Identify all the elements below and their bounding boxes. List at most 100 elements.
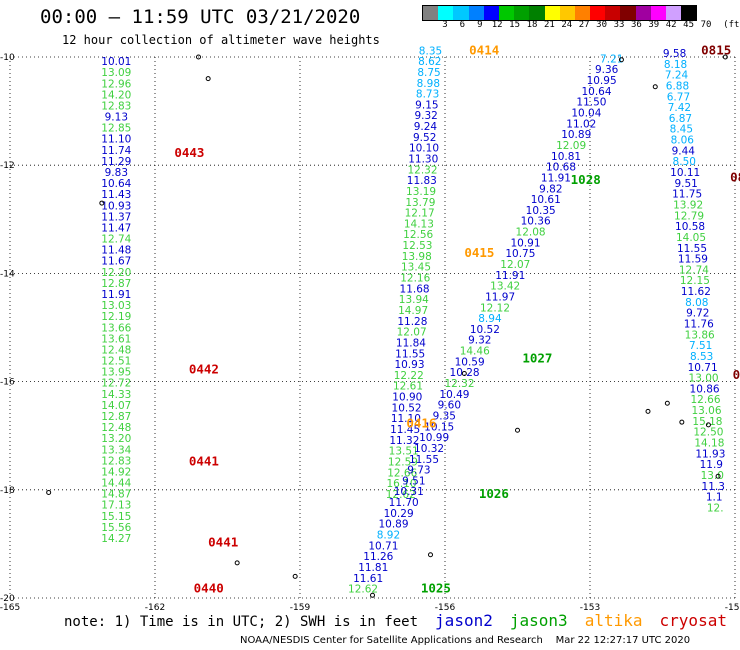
wave-height-value: 9.82: [539, 183, 562, 195]
island-marker: [461, 370, 467, 376]
pass-time-label: 0441: [189, 453, 219, 468]
wave-height-value: 11.47: [101, 222, 131, 234]
wave-height-value: 13.94: [399, 294, 429, 306]
x-tick-label: -159: [290, 603, 311, 613]
color-swatch: [453, 6, 469, 20]
wave-height-value: 14.97: [398, 305, 428, 317]
island-marker: [664, 400, 670, 406]
wave-height-value: 12.59: [388, 456, 418, 468]
wave-height-value: 10.59: [455, 356, 485, 368]
color-scale-tick: 33: [613, 20, 625, 30]
color-swatch: [468, 6, 484, 20]
wave-height-value: 10.11: [670, 167, 700, 179]
x-tick-label: -156: [435, 603, 456, 613]
wave-height-value: 12.62: [386, 489, 416, 501]
wave-height-value: 11.9: [700, 459, 723, 471]
wave-height-value: 12.79: [674, 210, 704, 222]
wave-height-value: 14.92: [101, 466, 131, 478]
island-marker: [428, 552, 433, 558]
wave-height-value: 13.98: [402, 251, 432, 263]
island-marker: [652, 84, 658, 90]
wave-height-value: 11.81: [358, 562, 388, 574]
wave-height-value: 12.16: [400, 273, 430, 285]
y-tick-label: -18: [0, 486, 15, 496]
wave-height-value: 15.56: [101, 522, 131, 534]
wave-height-value: 13.66: [101, 322, 131, 334]
wave-height-value: 6.77: [667, 91, 690, 103]
color-swatch: [635, 6, 651, 20]
wave-height-value: 9.51: [402, 475, 425, 487]
wave-height-value: 11.3: [702, 481, 725, 493]
wave-height-value: 12.50: [693, 427, 723, 439]
pass-time-label: 0814: [730, 169, 740, 184]
x-tick-label: -162: [145, 603, 165, 613]
wave-height-value: 9.58: [663, 48, 686, 60]
wave-height-value: 13.00: [689, 373, 719, 385]
wave-height-value: 14.20: [101, 89, 131, 101]
color-swatch: [423, 6, 439, 20]
wave-height-value: 13.0: [701, 470, 724, 482]
pass-time-label: 0440: [194, 581, 224, 596]
wave-height-value: 14.07: [101, 400, 131, 412]
wave-height-value: 10.15: [424, 421, 454, 433]
wave-height-value: 11.10: [101, 134, 131, 146]
wave-height-value: 11.83: [407, 175, 437, 187]
wave-height-value: 12.87: [101, 411, 131, 423]
color-scale-tick: 3: [442, 20, 448, 30]
wave-height-value: 6.87: [669, 113, 692, 125]
wave-height-value: 12.53: [402, 240, 432, 252]
wave-height-value: 12.61: [393, 381, 423, 393]
wave-height-value: 6.88: [666, 80, 689, 92]
wave-height-value: 13.86: [685, 329, 715, 341]
wave-height-value: 11.61: [353, 573, 383, 585]
wave-height-value: 12.62: [348, 584, 378, 596]
wave-height-value: 12.96: [101, 78, 131, 90]
wave-height-value: 10.93: [394, 359, 424, 371]
wave-height-value: 9.13: [105, 112, 128, 124]
color-scale-tick: 24: [561, 20, 573, 30]
wave-height-value: 12.19: [101, 311, 131, 323]
wave-height-value: 10.71: [368, 540, 398, 552]
color-scale-tick: 30: [596, 20, 608, 30]
legend-jason2: jason2: [435, 611, 493, 630]
color-scale-unit: (ft): [723, 20, 740, 30]
wave-height-value: 9.83: [105, 167, 128, 179]
color-scale-tick: 15: [509, 20, 521, 30]
island-marker: [679, 419, 685, 425]
y-tick-label: -20: [0, 594, 15, 604]
wave-height-value: 10.29: [384, 508, 414, 520]
wave-height-value: 13.61: [101, 333, 131, 345]
pass-time-label: 0414: [469, 42, 499, 57]
wave-height-value: 10.04: [571, 108, 601, 120]
color-scale-tick: 39: [648, 20, 660, 30]
wave-height-value: 14.33: [101, 389, 131, 401]
wave-height-value: 10.68: [546, 162, 576, 174]
wave-height-value: 11.32: [389, 435, 419, 447]
wave-height-value: 12.08: [516, 227, 546, 239]
wave-height-value: 11.37: [101, 211, 131, 223]
wave-height-value: 10.35: [526, 205, 556, 217]
wave-height-value: 12.56: [403, 229, 433, 241]
wave-height-value: 10.90: [392, 392, 422, 404]
color-swatch: [559, 6, 575, 20]
pass-time-label: 1026: [479, 486, 509, 501]
color-scale-tick: 6: [459, 20, 466, 30]
wave-height-value: 11.02: [566, 118, 596, 130]
color-swatch: [590, 6, 606, 20]
pass-time-label: 1028: [571, 172, 601, 187]
wave-height-value: 11.70: [389, 497, 419, 509]
wave-height-value: 14.13: [404, 218, 434, 230]
color-swatch: [574, 6, 591, 20]
y-tick-label: -12: [0, 161, 15, 171]
wave-height-value: 11.28: [397, 316, 427, 328]
wave-height-value: 10.10: [409, 143, 439, 155]
pass-time-label: 0442: [189, 361, 219, 376]
color-swatch: [529, 6, 545, 20]
wave-height-value: 7.21: [600, 53, 623, 65]
color-scale-tick: 21: [543, 20, 555, 30]
pass-time-label: 0416: [406, 416, 436, 431]
x-tick-label: -150: [725, 603, 740, 613]
island-marker: [705, 422, 711, 428]
wave-height-value: 12.66: [690, 394, 720, 406]
